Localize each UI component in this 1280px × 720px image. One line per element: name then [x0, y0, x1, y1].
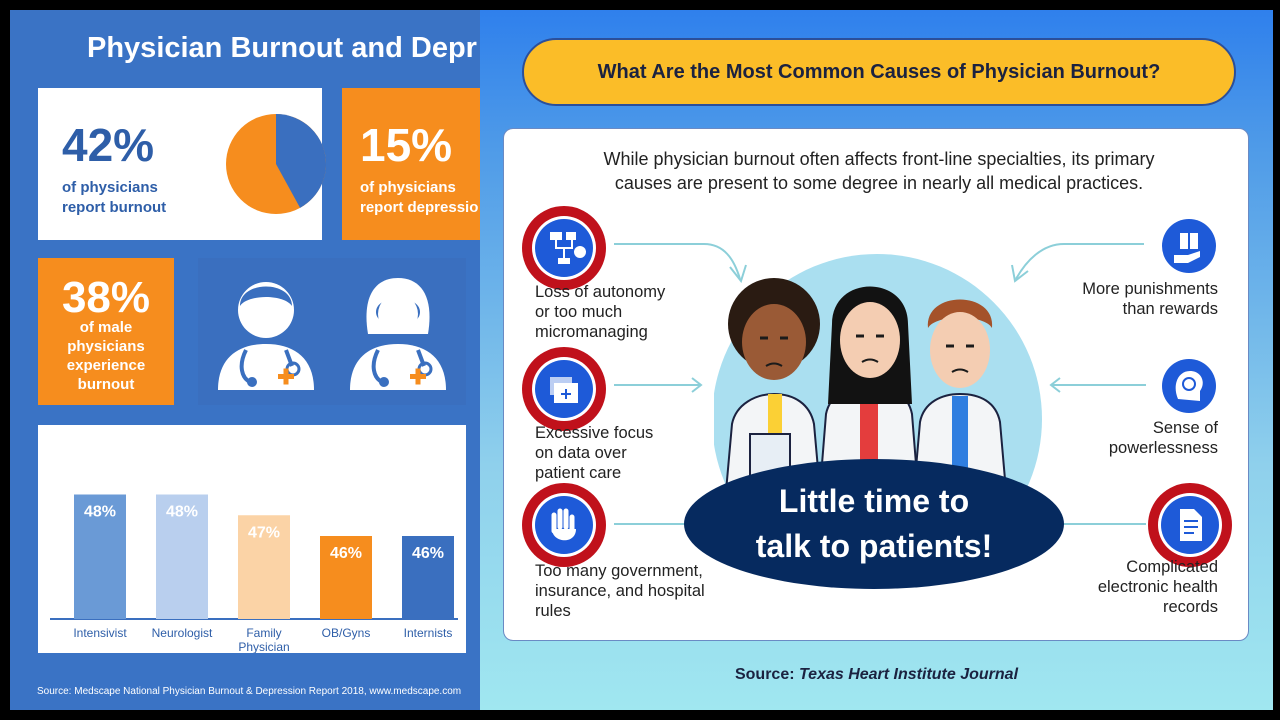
bar-2 — [238, 515, 290, 619]
arrowhead-punishments — [1011, 264, 1029, 283]
depression-caption-line2: report depressio — [360, 199, 479, 216]
right-source-note: Source: Texas Heart Institute Journal — [480, 666, 1273, 684]
specialty-bar-chart: 48% Intensivist 48% Neurologist 47% Family Phy… — [38, 425, 466, 653]
cause-autonomy-line1: Loss of autonomy — [535, 283, 666, 301]
callout-oval: Little time to talk to patients! — [684, 459, 1064, 589]
bar-1 — [156, 494, 208, 619]
bar-value-label-2: 47% — [248, 524, 280, 541]
cause-ehr: Complicated electronic health records — [1024, 557, 1218, 617]
doctors-icons — [218, 278, 446, 390]
cause-ehr-line3: records — [1162, 598, 1218, 616]
document-icon — [1148, 483, 1232, 567]
arrow-autonomy — [614, 243, 741, 280]
depression-stat-card: 15% of physicians report depressio — [342, 88, 490, 240]
right-infographic-panel: What Are the Most Common Causes of Physi… — [480, 10, 1273, 710]
cause-data-focus: Excessive focus on data over patient car… — [535, 423, 653, 483]
burnout-stat-card: 42% of physicians report burnout — [38, 88, 327, 240]
cause-power-line1: Sense of — [1152, 419, 1218, 437]
intro-text: While physician burnout often affects fr… — [544, 147, 1214, 195]
causes-header-text: What Are the Most Common Causes of Physi… — [597, 60, 1161, 83]
cause-punish-line2: than rewards — [1122, 300, 1218, 318]
callout-line1: Little time to — [778, 483, 970, 519]
cause-powerlessness: Sense of powerlessness — [1024, 418, 1218, 458]
burnout-caption: of physicians report burnout — [62, 178, 166, 218]
bar-chart-svg: 48% Intensivist 48% Neurologist 47% FamilyPhy… — [50, 494, 458, 653]
data-focus-cause-icon — [520, 345, 608, 438]
doctors-illustration-card — [198, 258, 466, 405]
male-caption-line3: experience — [66, 357, 146, 374]
category-label-4: Internists — [404, 626, 453, 640]
male-caption-line1: of male — [79, 319, 133, 336]
cause-power-line2: powerlessness — [1108, 439, 1218, 457]
male-burnout-stat-card: 38% of male physicians experience burnou… — [38, 258, 174, 405]
powerlessness-cause-icon — [1158, 355, 1220, 422]
callout-text: Little time to talk to patients! — [756, 479, 992, 569]
intro-line2: causes are present to some degree in nea… — [614, 173, 1144, 193]
cause-gov-line2: insurance, and hospital — [535, 582, 705, 600]
left-title: Physician Burnout and Depr — [87, 32, 477, 64]
bar-value-label-4: 46% — [412, 545, 444, 562]
callout-line2: talk to patients! — [755, 528, 993, 564]
sad-head-icon — [1159, 356, 1219, 416]
folders-icon — [522, 347, 606, 431]
category-label-0: Intensivist — [73, 626, 127, 640]
burnout-caption-line1: of physicians — [62, 179, 158, 196]
source-prefix: Source: — [734, 666, 799, 683]
arrowhead-data-focus — [691, 377, 703, 393]
female-doctor-icon — [350, 278, 446, 390]
left-infographic-panel: Physician Burnout and Depr 42% of physic… — [10, 10, 490, 710]
arrowhead-powerlessness — [1049, 377, 1061, 393]
pie-burnout-slice — [276, 114, 327, 208]
bar-0 — [74, 494, 126, 619]
cause-autonomy-line2: or too much — [535, 303, 623, 321]
cause-autonomy-line3: micromanaging — [535, 323, 648, 341]
category-label-2-1: Physician — [238, 640, 289, 653]
bar-value-label-0: 48% — [84, 504, 116, 521]
cause-ehr-line1: Complicated — [1126, 558, 1218, 576]
burnout-caption-line2: report burnout — [62, 199, 167, 216]
bar-3 — [320, 536, 372, 619]
cause-punish-line1: More punishments — [1082, 280, 1218, 298]
connector-arrows — [614, 243, 1146, 525]
depression-caption-line1: of physicians — [360, 179, 456, 196]
cause-gov-line1: Too many government, — [535, 562, 703, 580]
cause-data-line1: Excessive focus — [535, 424, 654, 442]
cause-gov-line3: rules — [535, 602, 571, 620]
arrowhead-autonomy — [729, 264, 747, 284]
gift-hand-icon — [1159, 216, 1219, 276]
male-doctor-icon — [218, 282, 314, 390]
depression-caption: of physicians report depressio — [360, 178, 478, 218]
punishments-cause-icon — [1158, 215, 1220, 282]
burnout-pie-chart — [226, 114, 327, 214]
category-label-3: OB/Gyns — [322, 626, 371, 640]
bar-4 — [402, 536, 454, 619]
bar-value-label-1: 48% — [166, 504, 198, 521]
government-cause-icon — [520, 481, 608, 574]
source-journal-name: Texas Heart Institute Journal — [798, 666, 1019, 683]
depression-percent: 15% — [360, 119, 453, 171]
autonomy-cause-icon — [520, 204, 608, 297]
male-caption-line2: physicians — [67, 338, 145, 355]
arrow-punishments — [1015, 243, 1144, 280]
bar-value-label-3: 46% — [330, 545, 362, 562]
cause-government-rules: Too many government, insurance, and hosp… — [535, 561, 705, 621]
cause-ehr-line2: electronic health — [1097, 578, 1218, 596]
ehr-cause-icon — [1146, 481, 1234, 574]
male-caption-line4: burnout — [77, 376, 135, 393]
category-label-1: Neurologist — [152, 626, 213, 640]
flowchart-icon — [522, 206, 606, 290]
intro-line1: While physician burnout often affects fr… — [603, 149, 1155, 169]
cause-data-line2: on data over — [535, 444, 627, 462]
causes-header-pill: What Are the Most Common Causes of Physi… — [522, 38, 1236, 106]
male-burnout-percent: 38% — [61, 273, 151, 322]
cause-data-line3: patient care — [535, 464, 622, 482]
causes-panel: While physician burnout often affects fr… — [503, 128, 1249, 641]
hand-stop-icon — [522, 483, 606, 567]
cause-autonomy: Loss of autonomy or too much micromanagi… — [535, 282, 665, 342]
burnout-percent: 42% — [62, 119, 155, 171]
category-label-2: Family — [246, 626, 281, 640]
cause-punishments: More punishments than rewards — [1024, 279, 1218, 319]
male-burnout-caption: of male physicians experience burnout — [38, 318, 174, 394]
left-source-note: Source: Medscape National Physician Burn… — [37, 686, 462, 697]
